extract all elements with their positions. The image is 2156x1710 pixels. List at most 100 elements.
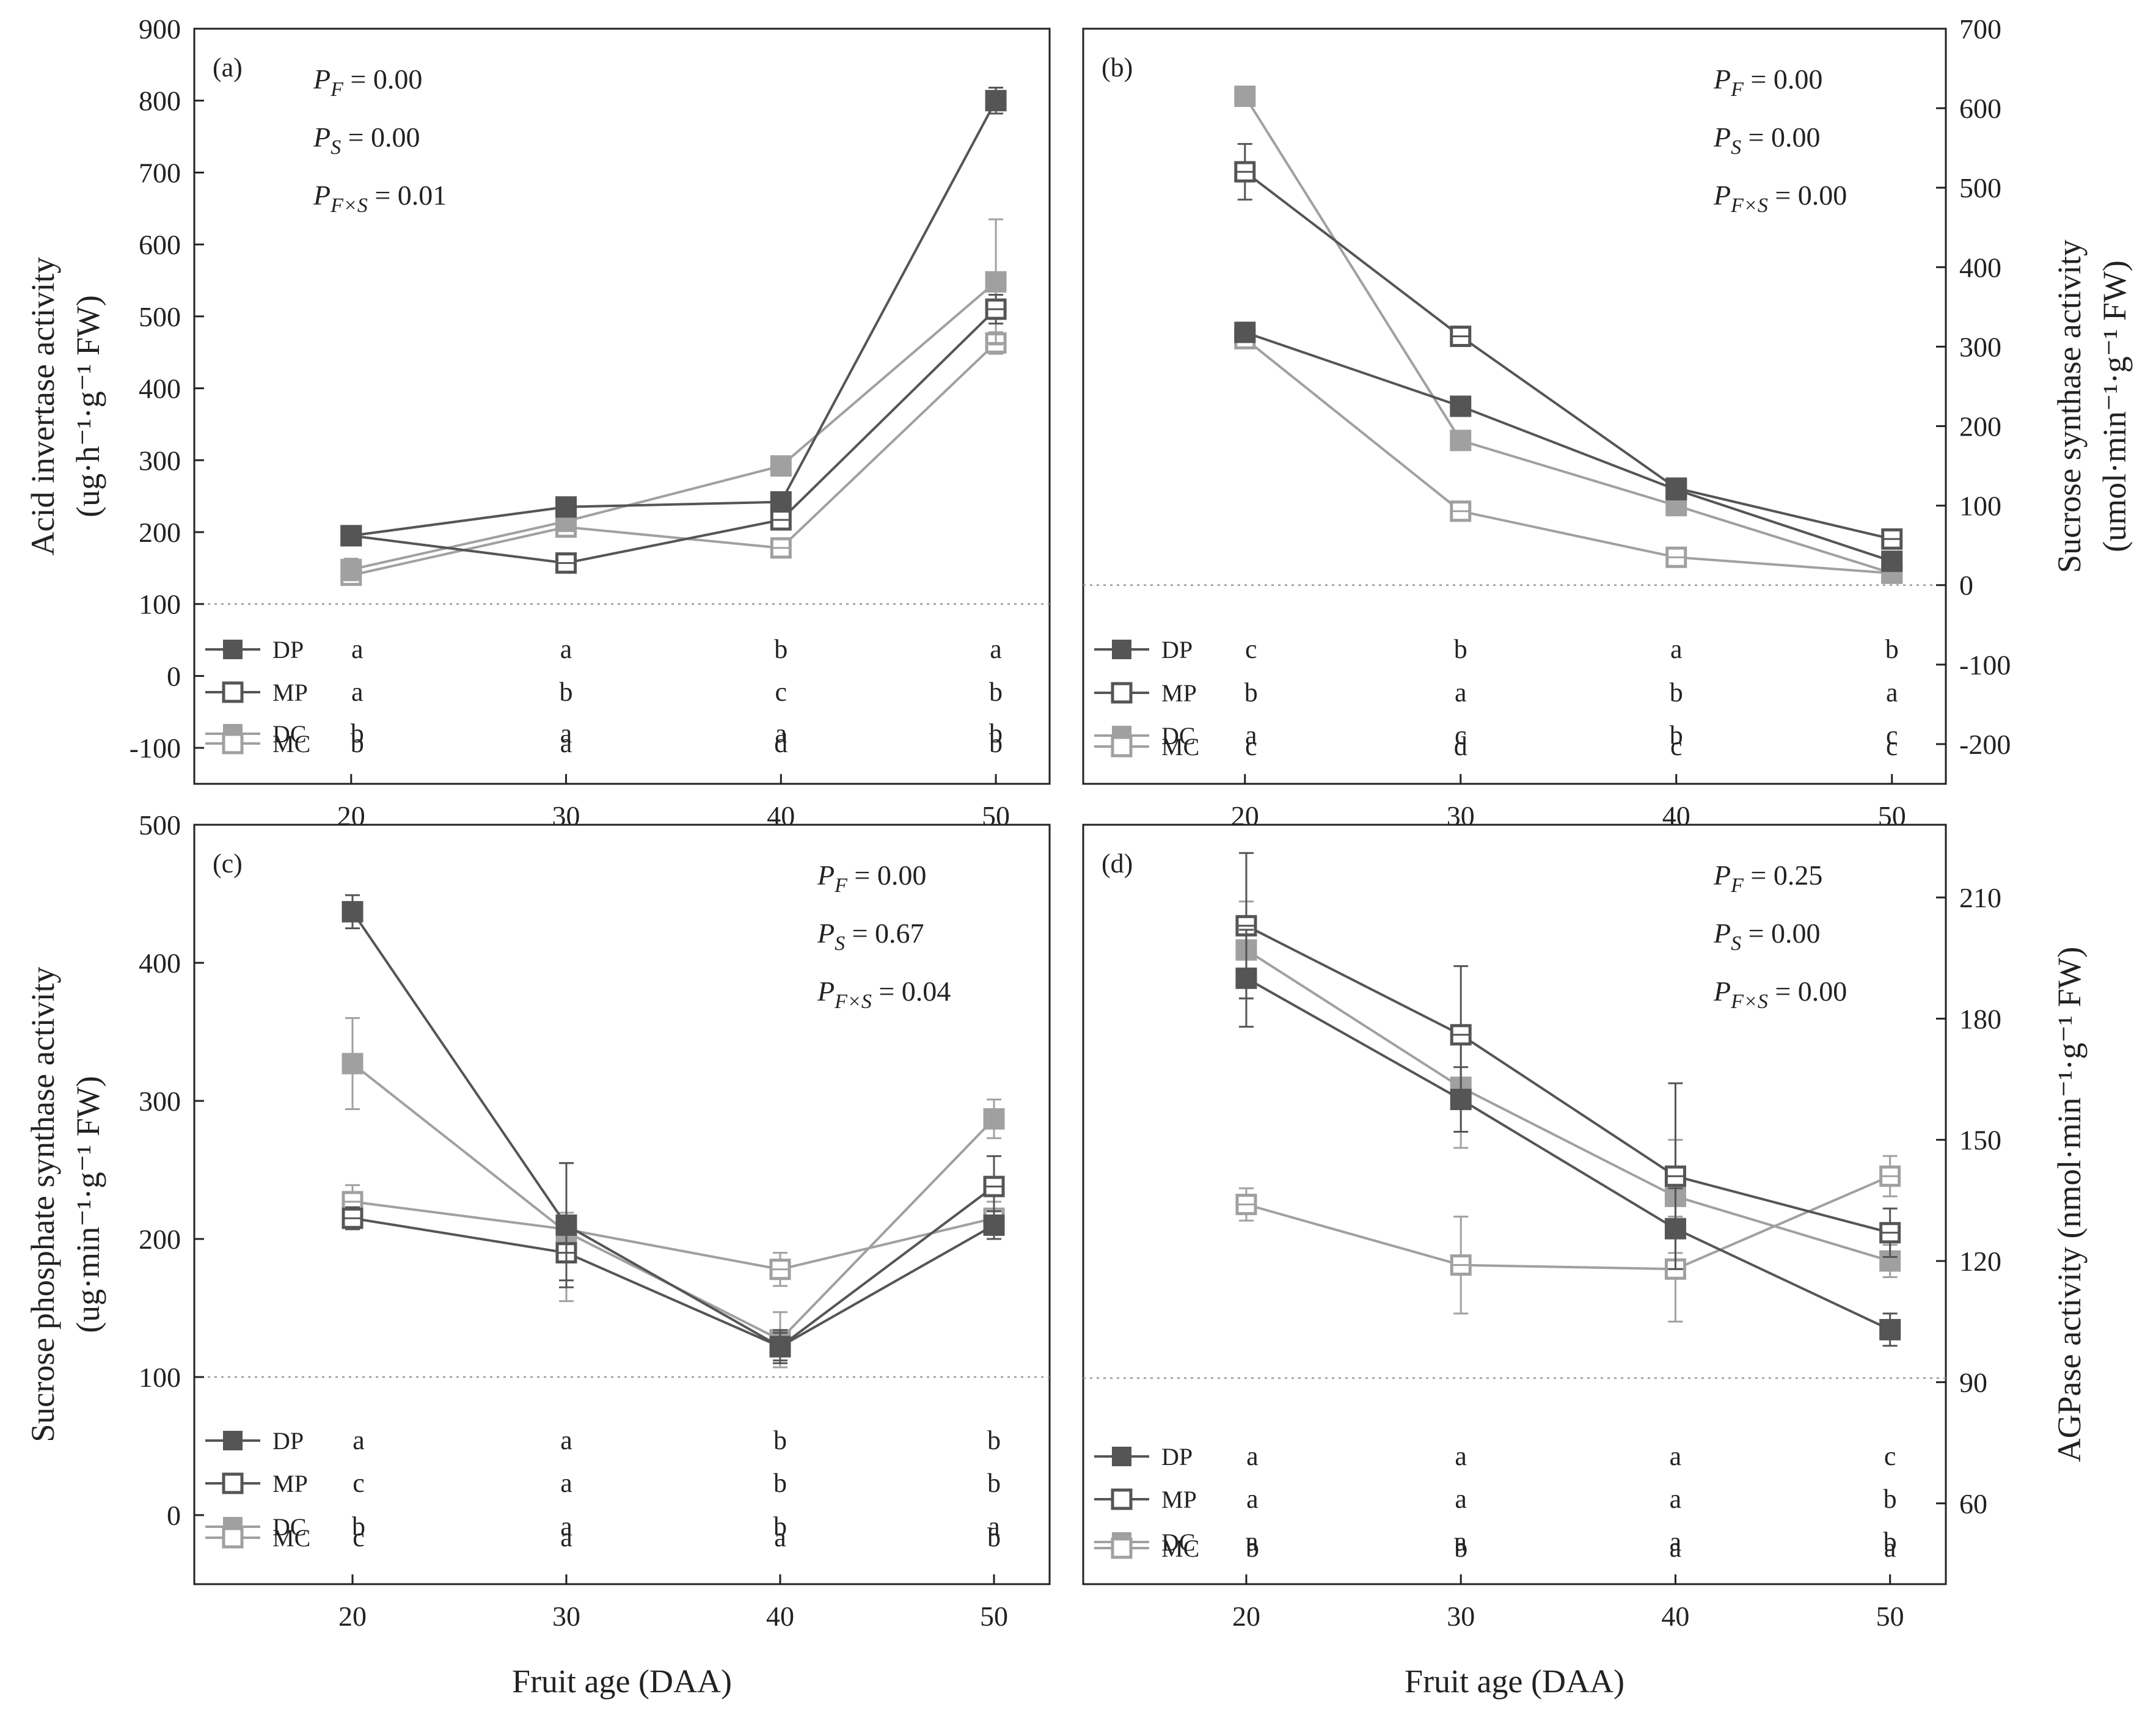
stat-line: PF×S = 0.01: [313, 180, 447, 217]
significance-letter: a: [560, 728, 572, 758]
data-point: [1234, 321, 1256, 343]
significance-letter: b: [352, 1511, 365, 1541]
y-axis-title: (ug·min⁻¹·g⁻¹ FW): [70, 1076, 106, 1333]
data-point: [555, 496, 577, 518]
y-tick-label: 600: [1959, 93, 2001, 124]
stat-line: PF×S = 0.00: [1713, 180, 1847, 217]
legend-label: MP: [1161, 1486, 1197, 1513]
data-point: [342, 1053, 364, 1075]
x-tick-label: 50: [980, 1601, 1008, 1632]
y-tick-label: 500: [139, 301, 181, 332]
y-tick-label: 600: [139, 229, 181, 260]
significance-letter: d: [1454, 731, 1467, 761]
legend-entry-DP: DP: [1094, 636, 1193, 663]
significance-letter: a: [1455, 1441, 1467, 1471]
legend-marker: [222, 681, 244, 703]
y-tick-label: 200: [1959, 411, 2001, 442]
x-axis-title: Fruit age (DAA): [1405, 1663, 1624, 1700]
significance-letter: a: [1246, 1484, 1259, 1514]
significance-letter: c: [1886, 731, 1898, 761]
significance-letter: b: [987, 1425, 1001, 1455]
y-axis-title: (umol·min⁻¹·g⁻¹ FW): [2096, 260, 2133, 552]
legend-marker: [1111, 1537, 1133, 1559]
significance-letter: a: [353, 1425, 365, 1455]
panel-d: 210 180 150 120 90 60 20 30 40 50 AGPase activity …: [1082, 824, 2088, 1700]
panel-label: (d): [1102, 849, 1133, 879]
significance-letter: c: [1886, 720, 1898, 750]
y-axis-title: AGPase activity (nmol·min⁻¹·g⁻¹ FW): [2051, 947, 2088, 1463]
significance-letter: c: [353, 1468, 365, 1498]
significance-letter: a: [1670, 1441, 1682, 1471]
stat-line: PS = 0.00: [313, 122, 420, 159]
legend-marker: [1112, 1447, 1131, 1466]
stat-line: PF×S = 0.00: [1713, 976, 1847, 1013]
y-tick-label: 100: [139, 589, 181, 620]
significance-letter: a: [560, 1511, 572, 1541]
significance-letter: a: [560, 1522, 572, 1552]
y-tick-label: 0: [1959, 570, 1973, 601]
series-line: [351, 280, 997, 571]
significance-letter: a: [1245, 720, 1257, 750]
legend-label: MP: [272, 1470, 308, 1497]
stat-line: PF = 0.25: [1713, 860, 1822, 897]
x-tick-label: 40: [1662, 800, 1690, 831]
x-tick-label: 50: [1876, 1601, 1904, 1632]
legend-marker: [222, 733, 244, 755]
y-tick-label: 500: [139, 809, 181, 841]
significance-letter: b: [989, 677, 1003, 707]
data-point: [983, 1108, 1005, 1130]
y-tick-label: 500: [1959, 172, 2001, 203]
y-tick-label: 60: [1959, 1488, 1987, 1519]
series-DP: [340, 87, 1007, 547]
legend-entry-MC: MC: [1094, 1535, 1199, 1562]
series-line: [351, 342, 997, 577]
x-tick-label: 20: [337, 800, 365, 831]
significance-letter: b: [1670, 678, 1683, 707]
legend-label: DC: [1161, 722, 1196, 750]
legend-label: DP: [272, 1427, 304, 1455]
legend-label: DC: [1161, 1529, 1196, 1556]
significance-letter: a: [560, 718, 572, 748]
significance-letter: c: [1884, 1441, 1896, 1471]
significance-letter: a: [1670, 1484, 1682, 1514]
panel-a: 900 800 700 600 500 400 300 200 100 0 -100 20 30 40 50…: [24, 13, 1051, 831]
data-point: [340, 558, 362, 580]
series-line: [1246, 924, 1891, 1234]
data-point: [983, 1214, 1005, 1236]
data-point: [770, 455, 792, 477]
data-point: [1664, 1218, 1686, 1240]
x-tick-label: 30: [1447, 1601, 1475, 1632]
data-point: [985, 271, 1007, 293]
significance-letter: b: [1885, 634, 1899, 664]
significance-letter: b: [1244, 678, 1258, 707]
series-line: [352, 1185, 995, 1348]
x-tick-label: 20: [1231, 800, 1259, 831]
legend-entry-DP: DP: [1094, 1443, 1193, 1471]
significance-letter: b: [1884, 1484, 1897, 1514]
y-tick-label: 210: [1959, 882, 2001, 913]
legend-marker: [1112, 640, 1131, 659]
y-tick-label: 300: [1959, 331, 2001, 362]
legend-label: MC: [1161, 1535, 1199, 1562]
legend-label: MP: [272, 679, 308, 706]
legend-entry-MP: MP: [1094, 679, 1197, 707]
data-point: [1234, 86, 1256, 108]
x-axis-title: Fruit age (DAA): [512, 1663, 732, 1700]
x-tick-label: 40: [766, 1601, 794, 1632]
significance-letter: a: [1670, 1527, 1682, 1557]
y-axis-title: Sucrose phosphate synthase activity: [24, 966, 61, 1442]
y-axis-title: Acid invertase activity: [24, 257, 61, 556]
significance-letter: c: [1245, 634, 1257, 664]
data-point: [1450, 429, 1472, 451]
y-tick-label: 100: [139, 1362, 181, 1393]
y-tick-label: 400: [139, 948, 181, 979]
legend-marker: [223, 640, 243, 659]
y-tick-label: -200: [1959, 729, 2011, 760]
y-tick-label: 180: [1959, 1003, 2001, 1034]
significance-letter: a: [1670, 634, 1683, 664]
x-tick-label: 20: [338, 1601, 367, 1632]
y-axis-title: Sucrose synthase activity: [2051, 239, 2088, 573]
significance-letter: c: [775, 677, 787, 707]
series-line: [1246, 1175, 1891, 1271]
series-DP: [342, 894, 1005, 1364]
